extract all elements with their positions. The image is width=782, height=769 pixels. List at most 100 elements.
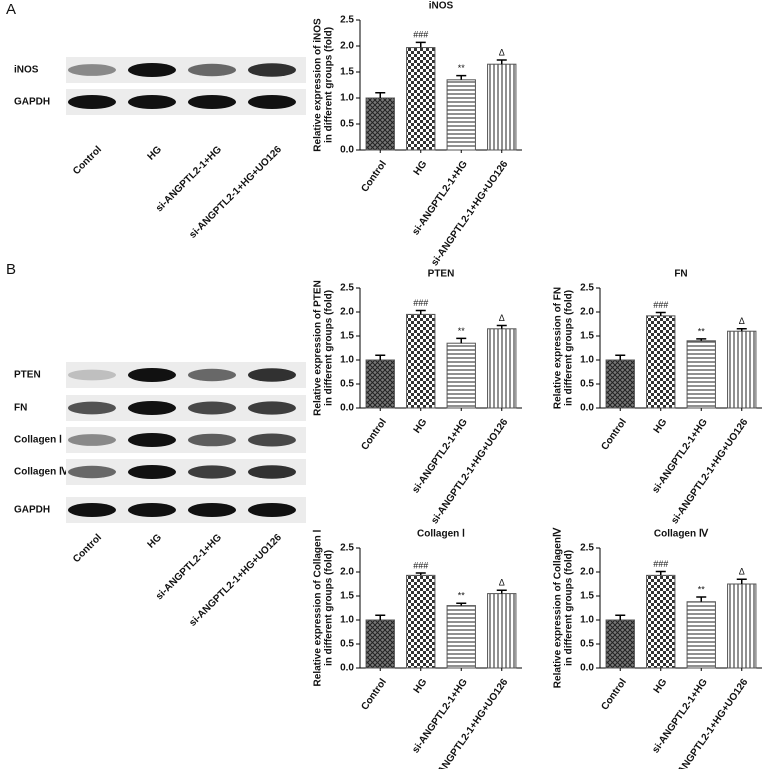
- error-bar: [456, 74, 467, 80]
- error-bar: [615, 354, 626, 360]
- x-tick-label: HG: [412, 417, 430, 436]
- blot-band: [188, 95, 236, 109]
- blot-band: [248, 368, 296, 382]
- blot-row-label: Collagen Ⅰ: [14, 435, 62, 446]
- panel-label: A: [6, 1, 16, 18]
- x-tick-label: Control: [359, 159, 389, 195]
- x-tick-label: si-ANGPTL2-1+HG+UO126: [669, 417, 750, 527]
- bar-annotation: **: [698, 326, 706, 336]
- chart-title: Collagen Ⅰ: [417, 529, 465, 540]
- y-tick-label: 1.5: [340, 591, 354, 602]
- y-tick-label: 2.0: [580, 307, 594, 318]
- bar-annotation: **: [698, 584, 706, 594]
- x-tick-label: HG: [652, 677, 670, 696]
- blot-band: [68, 369, 116, 381]
- x-tick-label: Control: [359, 677, 389, 713]
- y-tick-label: 1.0: [580, 615, 594, 626]
- lane-label: Control: [71, 144, 104, 177]
- y-tick-label: 0.5: [580, 379, 594, 390]
- blot-band: [188, 433, 236, 447]
- bar-annotation: **: [458, 591, 466, 601]
- blot-row-label: GAPDH: [14, 97, 50, 108]
- error-bar: [655, 570, 666, 576]
- blot-band: [68, 465, 116, 479]
- y-tick-label: 1.5: [580, 591, 594, 602]
- error-bar: [375, 354, 386, 360]
- error-bar: [456, 602, 467, 606]
- bar: [646, 574, 676, 669]
- blot-band: [128, 63, 176, 77]
- y-tick-label: 1.0: [340, 93, 354, 104]
- blot-row-label: PTEN: [14, 370, 41, 381]
- bar-annotation: ###: [653, 300, 668, 310]
- lane-label: HG: [146, 144, 165, 163]
- lane-label: si-ANGPTL2-1+HG: [154, 532, 224, 602]
- blot-band: [128, 433, 176, 447]
- y-tick-label: 0.5: [340, 379, 354, 390]
- bar: [727, 330, 757, 409]
- error-bar: [415, 572, 426, 576]
- x-tick-label: Control: [359, 417, 389, 453]
- bar-annotation: Δ: [499, 578, 505, 588]
- x-tick-label: si-ANGPTL2-1+HG+UO126: [429, 159, 510, 269]
- blot-row-label: GAPDH: [14, 505, 50, 516]
- bar: [446, 605, 476, 669]
- error-bar: [696, 338, 707, 341]
- x-tick-label: Control: [599, 677, 629, 713]
- y-tick-label: 2.0: [340, 567, 354, 578]
- error-bar: [655, 311, 666, 316]
- blot-band: [248, 95, 296, 109]
- blot-row-label: FN: [14, 403, 27, 414]
- blot-band: [68, 95, 116, 109]
- bar: [487, 63, 517, 151]
- bar: [605, 619, 635, 669]
- blot-band: [128, 368, 176, 382]
- bar: [365, 97, 395, 151]
- y-axis-label: in different groups (fold): [564, 550, 575, 666]
- y-tick-label: 0.5: [580, 639, 594, 650]
- bar: [727, 583, 757, 669]
- bar: [365, 619, 395, 669]
- error-bar: [496, 324, 507, 329]
- y-tick-label: 1.5: [340, 331, 354, 342]
- blot-band: [188, 63, 236, 77]
- y-axis-label: Relative expression of FN: [553, 287, 564, 409]
- bar-annotation: Δ: [739, 567, 745, 577]
- x-tick-label: si-ANGPTL2-1+HG+UO126: [429, 417, 510, 527]
- blot-row-label: Collagen Ⅳ: [14, 467, 69, 478]
- blot-band: [188, 401, 236, 415]
- blot-band: [68, 401, 116, 415]
- lane-label: Control: [71, 532, 104, 565]
- bar-annotation: Δ: [739, 316, 745, 326]
- blot-band: [248, 433, 296, 447]
- bar-annotation: ###: [413, 560, 428, 570]
- y-tick-label: 1.5: [580, 331, 594, 342]
- error-bar: [615, 614, 626, 620]
- error-bar: [736, 328, 747, 332]
- y-axis-label: in different groups (fold): [324, 550, 335, 666]
- y-tick-label: 0.0: [340, 403, 354, 414]
- y-tick-label: 2.5: [580, 543, 594, 554]
- bar: [446, 79, 476, 151]
- blot-band: [68, 434, 116, 446]
- blot-band: [128, 95, 176, 109]
- bar: [646, 315, 676, 409]
- panel-label: B: [6, 261, 16, 278]
- bar-annotation: Δ: [499, 47, 505, 57]
- y-tick-label: 2.0: [340, 41, 354, 52]
- y-axis-label: in different groups (fold): [324, 27, 335, 143]
- blot-band: [188, 503, 236, 517]
- error-bar: [456, 337, 467, 344]
- bar-annotation: ###: [413, 30, 428, 40]
- blot-band: [128, 503, 176, 517]
- x-tick-label: HG: [652, 417, 670, 436]
- y-tick-label: 0.0: [580, 663, 594, 674]
- blot-band: [248, 401, 296, 415]
- chart-title: Collagen Ⅳ: [654, 529, 709, 540]
- error-bar: [496, 59, 507, 65]
- y-tick-label: 1.0: [340, 355, 354, 366]
- x-tick-label: Control: [599, 417, 629, 453]
- bar: [686, 340, 716, 409]
- y-tick-label: 2.5: [340, 15, 354, 26]
- y-tick-label: 0.0: [340, 663, 354, 674]
